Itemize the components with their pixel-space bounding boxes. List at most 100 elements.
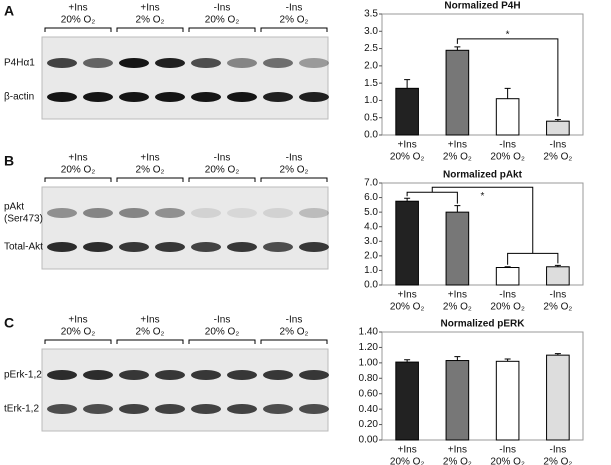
chart-title: Normalized P4H <box>444 1 520 12</box>
lane-label: -Ins <box>286 153 303 164</box>
lane-label: -Ins <box>214 153 231 164</box>
x-tick-label: +Ins <box>448 445 467 456</box>
bar <box>445 211 470 286</box>
lane-bracket <box>260 339 328 344</box>
y-tick-label: 4.0 <box>364 221 378 232</box>
blot-band <box>83 242 113 252</box>
y-tick-label: 0.0 <box>364 280 378 291</box>
y-tick-label: 0.0 <box>364 130 378 141</box>
blot-band <box>83 208 113 218</box>
blot-band <box>227 208 257 218</box>
x-tick-label: +Ins <box>448 290 467 301</box>
y-tick-label: 1.20 <box>359 342 379 353</box>
y-tick-label: 0.00 <box>359 435 379 446</box>
y-tick-label: 0.20 <box>359 419 379 430</box>
blot-band <box>299 404 329 414</box>
error-bar <box>554 353 561 356</box>
lane-label: +Ins <box>68 315 87 326</box>
blot-band <box>299 242 329 252</box>
error-bar <box>404 197 411 202</box>
blot-band <box>191 208 221 218</box>
x-tick-label: +Ins <box>398 140 417 151</box>
plot-frame <box>381 13 584 136</box>
lane-bracket <box>260 177 328 182</box>
error-bar <box>404 79 411 89</box>
error-bar <box>454 46 461 51</box>
lane-bracket <box>44 27 112 32</box>
blot-band <box>155 404 185 414</box>
row-label: tErk-1,2 <box>4 404 39 415</box>
lane-label: 20% O₂ <box>205 15 240 26</box>
y-tick-label: 5.0 <box>364 207 378 218</box>
blot-band <box>155 242 185 252</box>
row-label: Total-Akt <box>4 242 43 253</box>
x-tick-label: -Ins <box>550 445 567 456</box>
panel-letter: B <box>4 153 14 169</box>
x-tick-label: 2% O₂ <box>443 152 472 163</box>
lane-bracket <box>44 339 112 344</box>
blot-band <box>227 242 257 252</box>
significance-bracket <box>507 252 559 265</box>
lane-label: 20% O₂ <box>61 15 96 26</box>
lane-label: 20% O₂ <box>205 165 240 176</box>
bar <box>445 360 470 441</box>
plot-frame <box>381 331 584 441</box>
error-bar <box>554 118 561 122</box>
y-tick-label: 3.0 <box>364 26 378 37</box>
x-tick-label: 2% O₂ <box>543 457 572 465</box>
blot-band <box>155 370 185 380</box>
x-tick-label: +Ins <box>398 290 417 301</box>
y-tick-label: 3.5 <box>364 9 378 20</box>
x-tick-label: -Ins <box>550 140 567 151</box>
bar <box>395 87 419 136</box>
blot-band <box>263 208 293 218</box>
x-tick-label: 2% O₂ <box>443 302 472 313</box>
lane-label: +Ins <box>68 153 87 164</box>
blot-band <box>299 92 329 102</box>
row-label: P4Hα1 <box>4 58 35 69</box>
y-tick-label: 2.0 <box>364 250 378 261</box>
blot-band <box>299 370 329 380</box>
blot-band <box>119 242 149 252</box>
bar <box>546 354 570 441</box>
blot-band <box>83 370 113 380</box>
y-tick-label: 2.5 <box>364 43 378 54</box>
error-bar <box>454 205 461 213</box>
x-tick-label: -Ins <box>499 445 516 456</box>
blot-band <box>155 58 185 68</box>
lane-label: +Ins <box>68 3 87 14</box>
significance-star: * <box>481 191 485 202</box>
panel-letter: C <box>4 315 14 331</box>
y-tick-label: 0.60 <box>359 388 379 399</box>
x-tick-label: -Ins <box>550 290 567 301</box>
blot-band <box>119 370 149 380</box>
blot-band <box>191 58 221 68</box>
y-tick-label: 1.0 <box>364 95 378 106</box>
x-tick-label: 2% O₂ <box>443 457 472 465</box>
bar <box>546 120 570 136</box>
row-label: β-actin <box>4 92 34 103</box>
chart-title: Normalized pAkt <box>443 170 523 181</box>
blot-band <box>119 208 149 218</box>
blot-band <box>263 92 293 102</box>
bar <box>445 49 470 136</box>
lane-label: -Ins <box>286 3 303 14</box>
x-tick-label: -Ins <box>499 290 516 301</box>
lane-label: 2% O₂ <box>280 327 309 338</box>
x-tick-label: 20% O₂ <box>390 457 425 465</box>
blot-band <box>299 58 329 68</box>
x-tick-label: +Ins <box>448 140 467 151</box>
x-tick-label: 20% O₂ <box>490 302 525 313</box>
error-bar <box>404 359 411 363</box>
x-tick-label: 2% O₂ <box>543 152 572 163</box>
y-tick-label: 7.0 <box>364 178 378 189</box>
lane-label: 2% O₂ <box>280 15 309 26</box>
lane-bracket <box>44 177 112 182</box>
lane-label: 2% O₂ <box>136 327 165 338</box>
blot-band <box>155 92 185 102</box>
lane-label: -Ins <box>286 315 303 326</box>
bar <box>395 361 419 441</box>
blot-band <box>227 404 257 414</box>
blot-band <box>191 242 221 252</box>
